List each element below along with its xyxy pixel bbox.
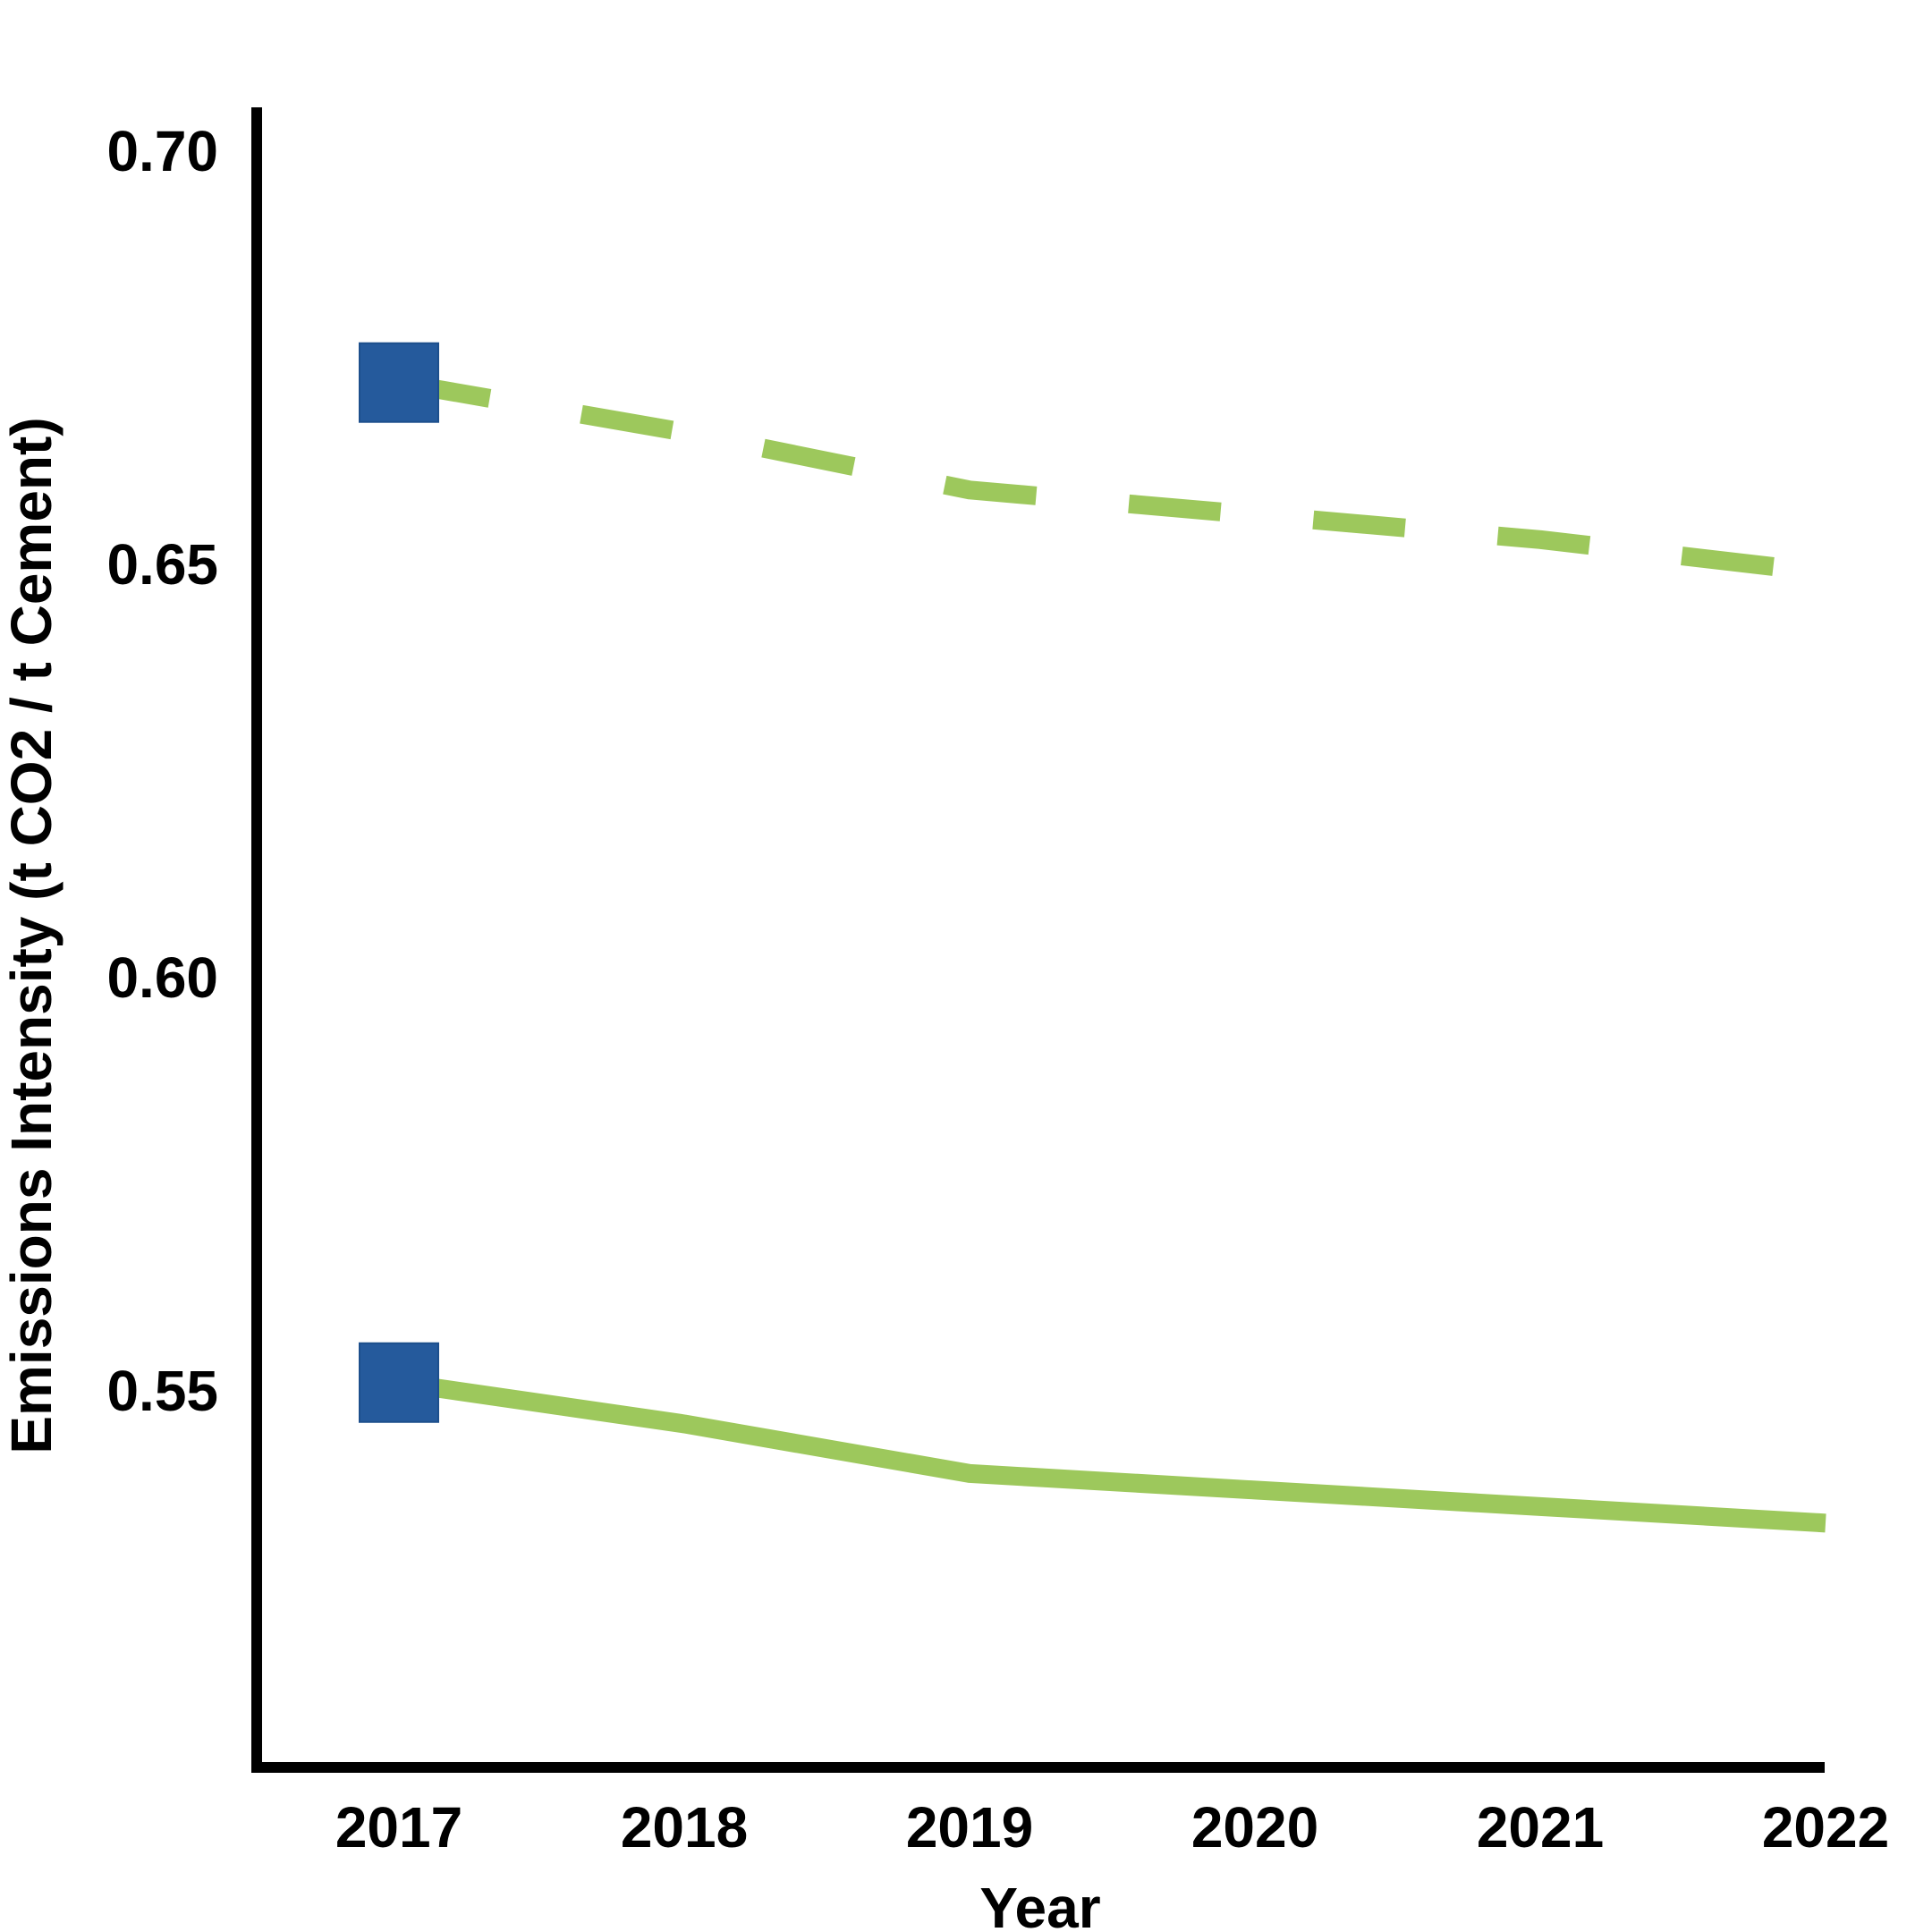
y-tick-label: 0.60: [106, 945, 218, 1010]
marker-square-0: [359, 342, 439, 423]
series-line-1: [397, 1373, 1826, 1533]
x-axis-title: Year: [979, 1876, 1100, 1932]
y-axis-title: Emissions Intensity (t CO2 / t Cement): [0, 417, 64, 1453]
y-tick-label: 0.65: [106, 532, 218, 597]
x-tick-label: 2020: [1191, 1795, 1318, 1860]
marker-square-1: [359, 1342, 439, 1423]
series-layer: [397, 373, 1827, 1533]
y-tick-label: 0.70: [106, 119, 218, 183]
y-tick-label: 0.55: [106, 1359, 218, 1423]
marker-layer: [359, 342, 439, 1423]
x-tick-label: 2021: [1477, 1795, 1604, 1860]
x-tick-label: 2022: [1762, 1795, 1889, 1860]
series-line-0: [397, 373, 1827, 582]
x-tick-label: 2017: [335, 1795, 462, 1860]
y-tick-labels: 0.55 0.60 0.65 0.70: [106, 119, 218, 1423]
x-tick-label: 2019: [906, 1795, 1033, 1860]
x-tick-labels: 2017 2018 2019 2020 2021 2022: [335, 1795, 1889, 1860]
x-tick-label: 2018: [621, 1795, 748, 1860]
